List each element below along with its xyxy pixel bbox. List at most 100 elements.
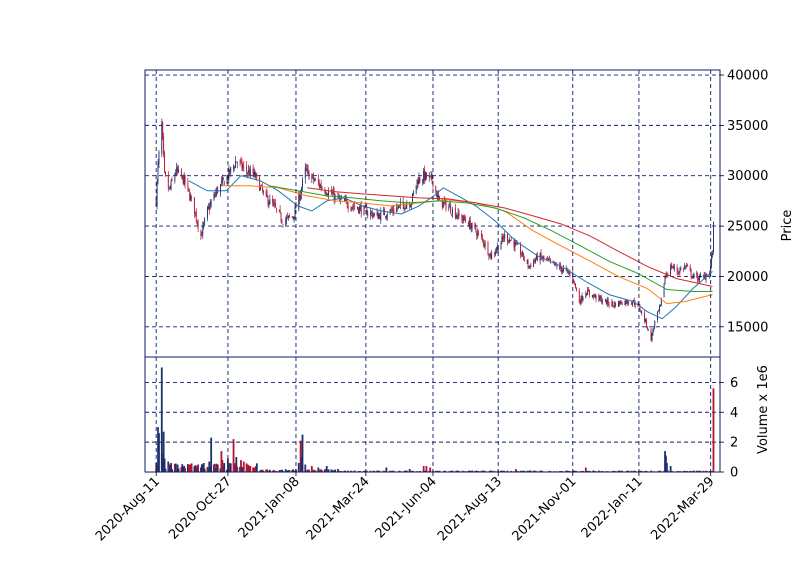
candle-body <box>306 168 308 171</box>
candle-body <box>176 167 178 173</box>
candle-body <box>475 226 477 232</box>
candle-body <box>663 284 665 298</box>
volume-bar <box>213 464 215 472</box>
volume-bar <box>378 470 380 472</box>
candle-body <box>646 326 648 329</box>
candle-body <box>644 319 646 322</box>
candle-body <box>298 193 300 210</box>
candle-body <box>628 303 630 305</box>
candle-body <box>204 218 206 224</box>
candle-body <box>565 267 567 270</box>
candle-body <box>549 259 550 260</box>
volume-bar <box>282 470 284 472</box>
candle-body <box>520 244 522 255</box>
volume-bar <box>319 469 322 472</box>
volume-bar <box>585 470 588 472</box>
volume-bar <box>573 470 576 472</box>
volume-bar <box>484 470 487 472</box>
volume-bar <box>708 470 711 472</box>
candle-body <box>676 266 678 272</box>
volume-bar <box>294 470 296 472</box>
volume-bar <box>242 461 245 472</box>
candle-body <box>215 192 217 196</box>
candle-body <box>515 243 517 244</box>
volume-bar <box>186 464 189 472</box>
candle-body <box>197 222 199 229</box>
candle-body <box>660 297 662 305</box>
candle-body <box>533 261 535 268</box>
price-tick-label: 15000 <box>727 320 768 335</box>
candle-body <box>631 302 633 305</box>
volume-bar <box>665 455 667 472</box>
candle-body <box>261 185 262 186</box>
volume-bar <box>268 469 271 472</box>
candle-body <box>377 212 379 220</box>
candle-body <box>664 276 666 285</box>
candle-body <box>546 258 548 260</box>
candle-body <box>651 333 653 341</box>
candle-body <box>213 194 215 201</box>
candle-body <box>463 215 465 221</box>
volume-bar <box>202 463 205 472</box>
candle-body <box>552 260 554 262</box>
candle-body <box>613 305 615 307</box>
volume-bar <box>175 469 178 472</box>
candle-body <box>311 176 313 179</box>
volume-bar <box>428 470 431 472</box>
candle-body <box>501 236 503 242</box>
volume-bar <box>284 469 287 472</box>
candle-body <box>156 180 158 206</box>
candle-body <box>353 206 355 207</box>
candle-body <box>397 207 399 209</box>
candle-body <box>412 193 413 203</box>
candle-body <box>513 240 515 248</box>
candle-body <box>621 303 623 305</box>
volume-bar <box>456 470 459 472</box>
volume-bar <box>209 466 212 472</box>
volume-bar <box>208 461 211 472</box>
candle-body <box>247 173 248 174</box>
volume-bar <box>532 470 535 472</box>
volume-bar <box>173 463 176 472</box>
candle-body <box>625 300 627 304</box>
candle-body <box>502 236 504 239</box>
candle-body <box>611 302 613 306</box>
volume-bar <box>216 464 219 472</box>
candle-body <box>337 195 339 197</box>
candle-body <box>247 169 249 173</box>
volume-bar <box>539 470 542 472</box>
candle-body <box>181 175 183 176</box>
volume-bar <box>215 463 218 472</box>
volume-bar <box>274 470 277 472</box>
candle-body <box>680 268 682 270</box>
volume-bar <box>468 470 471 472</box>
candle-body <box>517 243 519 245</box>
volume-bar <box>481 470 484 472</box>
candle-body <box>330 189 332 195</box>
candle-body <box>442 201 444 208</box>
volume-bar <box>480 470 483 472</box>
candle-body <box>487 242 489 255</box>
candle-body <box>670 265 672 276</box>
moving-average-lines <box>188 175 713 320</box>
candle-body <box>346 201 348 207</box>
volume-bar <box>422 466 425 472</box>
candle-body <box>403 203 405 209</box>
volume-tick-label: 6 <box>730 376 738 391</box>
volume-bar <box>526 470 528 472</box>
volume-bar <box>425 466 428 472</box>
volume-grid-under <box>145 381 720 443</box>
volume-bar <box>429 467 432 472</box>
volume-bar <box>181 464 184 472</box>
volume-bar <box>390 470 392 472</box>
candle-body <box>169 187 171 189</box>
volume-bar <box>353 470 356 472</box>
price-panel: 15000 20000 25000 30000 35000 40000 0 2 4 6 2020… <box>93 69 795 545</box>
candle-body <box>249 168 251 175</box>
volume-bar <box>699 470 702 472</box>
price-tick-label: 35000 <box>727 119 768 134</box>
candle-body <box>313 175 315 181</box>
candle-body <box>438 194 440 200</box>
candle-body <box>437 194 439 198</box>
moving-average-line <box>188 175 713 320</box>
